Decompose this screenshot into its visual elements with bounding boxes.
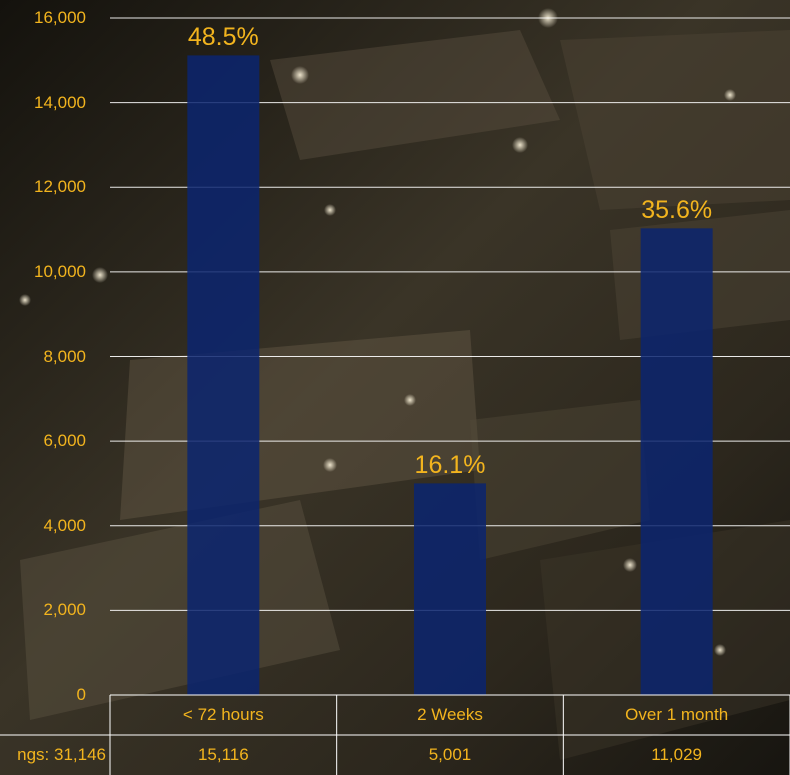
- y-tick-label: 6,000: [43, 431, 86, 451]
- bar-data-label: 48.5%: [187, 23, 259, 52]
- bars: [187, 55, 713, 696]
- y-tick-label: 2,000: [43, 600, 86, 620]
- data-table-grid: [0, 694, 790, 775]
- y-tick-label: 16,000: [34, 8, 86, 27]
- x-category-label: Over 1 month: [625, 705, 729, 724]
- table-row-label: ngs: 31,146: [17, 745, 106, 764]
- bar-data-label: 35.6%: [641, 196, 713, 225]
- bar: [414, 483, 486, 695]
- x-category-label: 2 Weeks: [417, 705, 483, 724]
- y-tick-label: 8,000: [43, 346, 86, 366]
- y-tick-label: 10,000: [34, 261, 86, 281]
- bar: [640, 228, 713, 695]
- x-category-label: < 72 hours: [182, 705, 264, 724]
- bar: [187, 55, 260, 696]
- table-value-cell: 15,116: [197, 745, 249, 764]
- table-value-cell: 11,029: [651, 745, 703, 764]
- bar-data-label: 16.1%: [414, 451, 486, 480]
- y-tick-label: 0: [76, 685, 86, 704]
- y-tick-label: 4,000: [43, 515, 86, 535]
- table-value-cell: 5,001: [428, 745, 472, 764]
- y-tick-label: 14,000: [34, 92, 86, 112]
- y-tick-label: 12,000: [34, 177, 86, 197]
